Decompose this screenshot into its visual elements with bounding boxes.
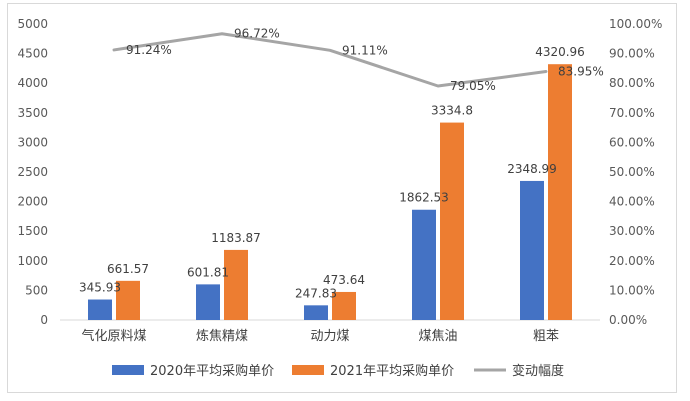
y-left-tick: 0 [40, 313, 48, 327]
bar-data-label: 473.64 [323, 273, 365, 287]
bar-2020 [520, 180, 544, 320]
bar-2020 [196, 284, 220, 320]
y-right-tick: 20.00% [609, 254, 655, 268]
y-right-tick: 0.00% [609, 313, 647, 327]
line-data-label: 83.95% [558, 65, 604, 79]
y-right-tick: 30.00% [609, 224, 655, 238]
bar-data-label: 3334.8 [431, 104, 473, 118]
y-left-tick: 2000 [17, 195, 48, 209]
legend-swatch [292, 365, 324, 375]
bar-data-label: 1183.87 [211, 231, 261, 245]
change-rate-point [545, 71, 547, 73]
bar-2020 [88, 299, 112, 320]
x-category-label: 气化原料煤 [81, 328, 146, 344]
line-data-label: 96.72% [234, 27, 280, 41]
legend-label: 2021年平均采购单价 [330, 363, 454, 379]
x-category-label: 粗苯 [533, 329, 559, 344]
change-rate-point [437, 85, 439, 87]
bar-2021 [224, 249, 248, 320]
bar-data-label: 661.57 [107, 262, 149, 276]
y-left-tick: 500 [25, 283, 48, 297]
y-left-tick: 2500 [17, 165, 48, 179]
y-right-tick: 80.00% [609, 76, 655, 90]
y-left-tick: 4000 [17, 76, 48, 90]
line-data-label: 91.11% [342, 43, 388, 57]
bar-2021 [332, 291, 356, 320]
y-left-tick: 4500 [17, 47, 48, 61]
line-data-label: 91.24% [126, 43, 172, 57]
bar-2020 [304, 305, 328, 320]
y-left-tick: 5000 [17, 17, 48, 31]
bar-2020 [412, 209, 436, 320]
line-data-label: 79.05% [450, 79, 496, 93]
y-left-tick: 3500 [17, 106, 48, 120]
legend-label: 2020年平均采购单价 [150, 363, 274, 379]
bar-data-label: 2348.99 [507, 162, 557, 176]
bar-data-label: 601.81 [187, 265, 229, 279]
y-right-tick: 10.00% [609, 283, 655, 297]
bar-data-label: 247.83 [295, 286, 337, 300]
bar-2021 [116, 280, 140, 320]
bar-data-label: 345.93 [79, 281, 121, 295]
change-rate-point [329, 49, 331, 51]
x-category-label: 动力煤 [310, 329, 349, 344]
legend-swatch [112, 365, 144, 375]
change-rate-point [221, 33, 223, 35]
y-right-tick: 60.00% [609, 135, 655, 149]
y-right-tick: 70.00% [609, 106, 655, 120]
legend-label: 变动幅度 [512, 363, 564, 379]
bar-data-label: 1862.53 [399, 191, 449, 205]
bar-data-label: 4320.96 [535, 45, 585, 59]
y-left-tick: 3000 [17, 135, 48, 149]
y-left-tick: 1000 [17, 254, 48, 268]
y-right-tick: 40.00% [609, 195, 655, 209]
y-right-tick: 50.00% [609, 165, 655, 179]
bar-2021 [440, 122, 464, 321]
y-right-tick: 100.00% [609, 17, 662, 31]
x-category-label: 炼焦精煤 [196, 329, 248, 344]
bar-2021 [548, 64, 572, 321]
y-left-tick: 1500 [17, 224, 48, 238]
y-right-tick: 90.00% [609, 47, 655, 61]
change-rate-point [113, 49, 115, 51]
x-category-label: 煤焦油 [418, 329, 457, 344]
